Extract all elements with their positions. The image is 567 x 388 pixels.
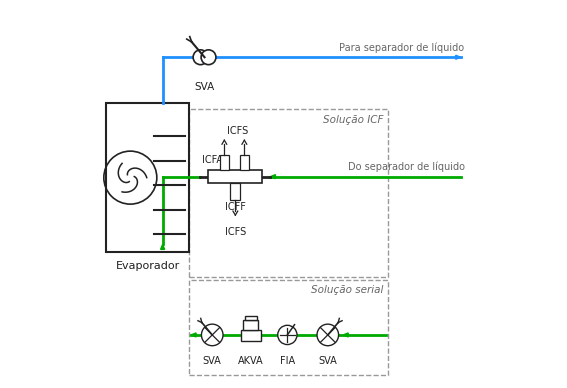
Bar [106,104,189,252]
Text: SVA: SVA [194,82,215,92]
Bar [189,109,387,277]
Text: Solução serial: Solução serial [311,285,384,295]
Circle shape [278,325,297,345]
Bar [230,183,240,200]
Text: ICFA: ICFA [202,155,223,165]
Text: FIA: FIA [280,356,295,366]
Circle shape [193,50,208,65]
Polygon shape [160,244,164,249]
Text: Solução ICF: Solução ICF [323,115,384,125]
Text: Evaporador: Evaporador [116,262,180,272]
Text: ICFF: ICFF [225,202,246,212]
Text: AKVA: AKVA [238,356,264,366]
Text: Do separador de líquido: Do separador de líquido [348,161,464,172]
Circle shape [201,324,223,346]
Bar [240,155,249,170]
Text: SVA: SVA [203,356,222,366]
Polygon shape [270,175,276,178]
Bar [243,320,258,330]
Text: ICFS: ICFS [227,126,248,135]
Bar [245,316,256,320]
Bar [241,330,261,341]
Polygon shape [456,55,461,59]
Bar [220,155,229,170]
Polygon shape [191,333,196,337]
Text: Para separador de líquido: Para separador de líquido [340,42,464,53]
Bar [189,279,387,375]
Circle shape [201,50,216,65]
Circle shape [317,324,338,346]
Text: ICFS: ICFS [225,227,246,237]
Text: SVA: SVA [319,356,337,366]
Bar [208,170,263,183]
Polygon shape [343,333,348,337]
